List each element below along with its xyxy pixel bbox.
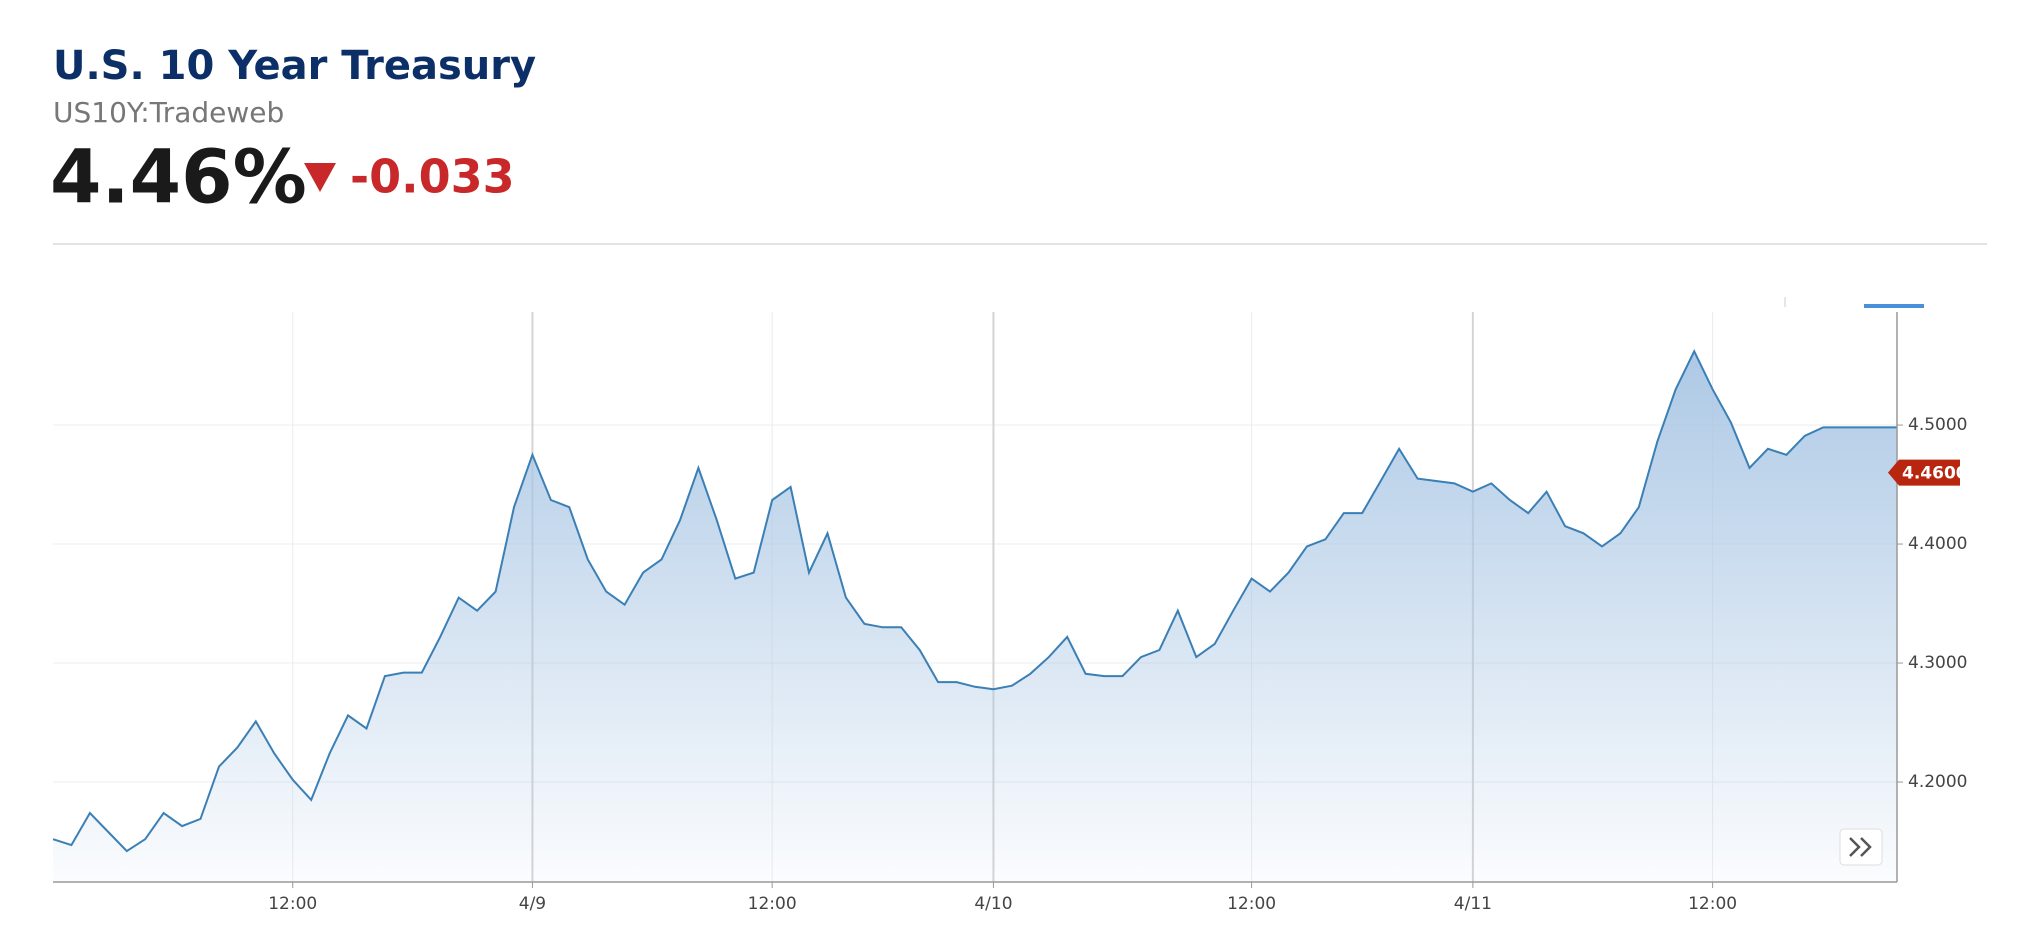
x-tick-label: 4/10 bbox=[974, 894, 1012, 914]
last-value-flag bbox=[1888, 459, 1960, 486]
y-tick-label: 4.5000 bbox=[1908, 415, 1967, 435]
x-tick-label: 12:00 bbox=[748, 894, 797, 914]
x-tick-label: 4/11 bbox=[1454, 894, 1492, 914]
y-tick-label: 4.4000 bbox=[1908, 534, 1967, 554]
area bbox=[53, 351, 1897, 882]
x-tick-label: 4/9 bbox=[519, 894, 546, 914]
line bbox=[52, 349, 1897, 853]
y-tick-label: 4.2000 bbox=[1908, 772, 1967, 792]
x-tick-label: 12:00 bbox=[1227, 894, 1276, 914]
down-arrow bbox=[304, 163, 336, 192]
change: -0.033 bbox=[350, 150, 515, 204]
price: 4.46% bbox=[50, 135, 307, 221]
title: U.S. 10 Year Treasury bbox=[53, 43, 536, 89]
x-tick-label: 12:00 bbox=[268, 894, 317, 914]
x-tick-label: 12:00 bbox=[1688, 894, 1737, 914]
scroll-button[interactable] bbox=[1839, 828, 1883, 866]
y-tick-label: 4.3000 bbox=[1908, 653, 1967, 673]
scroll-icon bbox=[1849, 837, 1872, 857]
range-indicator bbox=[1864, 304, 1924, 308]
last-value-label: 4.4600 bbox=[1902, 464, 1968, 484]
symbol: US10Y:Tradeweb bbox=[53, 96, 284, 129]
